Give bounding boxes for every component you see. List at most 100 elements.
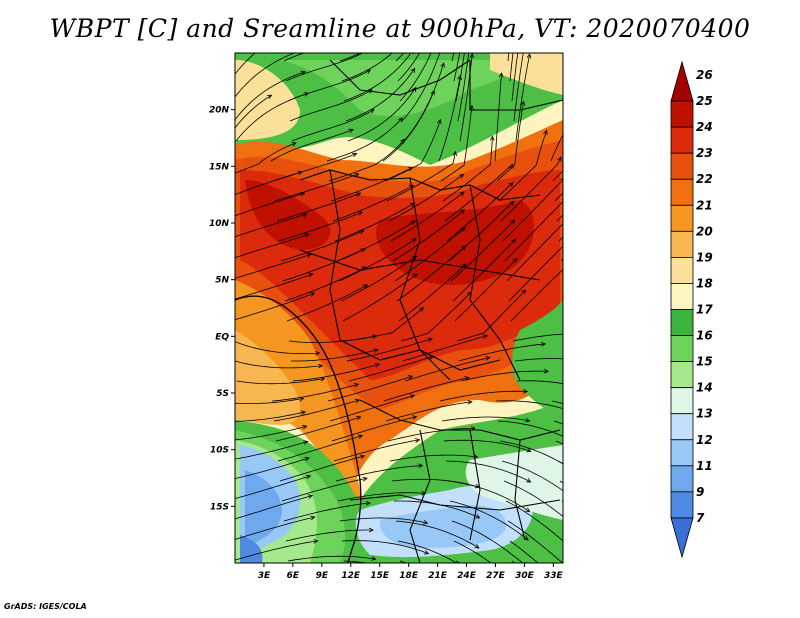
streamline (502, 179, 563, 242)
colorbar-label: 23 (696, 146, 713, 160)
streamline (446, 182, 514, 242)
streamline-arrow (472, 600, 476, 604)
streamline (235, 516, 315, 540)
field-belt-25a (245, 180, 331, 250)
streamline (516, 380, 563, 385)
streamline (382, 90, 435, 162)
colorbar-label: 13 (696, 407, 713, 421)
streamline (235, 292, 315, 321)
colorbar-label: 14 (696, 381, 713, 395)
x-tick-label: 27E (486, 571, 506, 581)
streamline-arrow (464, 376, 470, 381)
field-east-pale (465, 445, 563, 520)
streamlines (235, 0, 642, 607)
streamline-arrow (525, 507, 531, 513)
streamline-arrow (576, 471, 580, 475)
streamline-arrow (291, 142, 297, 147)
streamline (235, 398, 304, 404)
streamline (235, 213, 307, 238)
streamline (568, 561, 642, 607)
streamline-arrow (618, 180, 622, 184)
streamline-arrow (635, 87, 639, 91)
streamline-arrow (300, 410, 307, 416)
colorbar: 26 25 24 23 22 21 20 19 18 17 16 15 14 13 12 11 9 7 (670, 60, 713, 559)
y-tick-label: EQ (215, 332, 229, 342)
streamline (385, 401, 472, 422)
streamline (235, 171, 303, 195)
streamline-arrow (511, 238, 517, 244)
streamline-arrow (357, 211, 363, 216)
streamline-arrow (291, 6, 295, 10)
streamline-arrow (368, 527, 375, 533)
streamline-arrow (359, 230, 365, 235)
streamline-arrow (510, 219, 516, 225)
streamline (235, 233, 310, 259)
streamline (512, 333, 563, 342)
x-tick-label: 3E (258, 571, 271, 581)
y-tick-label: 5S (216, 389, 229, 399)
colorbar-label: 19 (696, 250, 713, 264)
streamline (392, 209, 465, 262)
streamline-arrow (367, 89, 373, 94)
streamline-arrow (371, 556, 377, 561)
colorbar-swatch (670, 152, 694, 180)
x-tick-label: 18E (399, 571, 419, 581)
streamline-arrow (373, 348, 379, 353)
streamline (387, 427, 475, 442)
y-tick-label: 20N (209, 106, 230, 116)
border-line (469, 429, 481, 541)
y-axis: 20N 15N 10N 5N EQ 5S 10S 15S (209, 106, 235, 512)
streamline-arrow (526, 53, 532, 59)
streamline (459, 53, 473, 142)
footer-credit: GrADS: IGES/COLA (4, 602, 87, 611)
border-line (329, 59, 471, 96)
streamline-arrow (354, 398, 361, 404)
streamline (444, 164, 513, 222)
streamline-arrow (624, 510, 628, 514)
streamline (281, 477, 368, 502)
colorbar-label: 21 (696, 198, 713, 212)
streamline-arrow (313, 539, 319, 544)
streamline-arrow (632, 65, 637, 69)
colorbar-swatch (670, 178, 694, 206)
colorbar-swatch (670, 283, 694, 310)
streamline-arrow (412, 273, 418, 279)
border-line (339, 339, 501, 371)
streamline (328, 138, 405, 182)
streamline (442, 136, 493, 202)
streamline (556, 214, 563, 222)
streamline-arrow (621, 0, 625, 4)
streamline-arrow (360, 248, 366, 253)
streamline (397, 53, 420, 82)
streamline (235, 53, 256, 75)
streamline-arrow (353, 383, 360, 388)
streamline (495, 400, 563, 410)
colorbar-swatch (670, 491, 694, 519)
streamline-arrow (627, 552, 631, 556)
colorbar-swatch (670, 309, 694, 336)
streamline (562, 280, 563, 281)
streamline (292, 363, 380, 382)
colorbar-swatch (670, 100, 694, 128)
streamline (554, 192, 563, 202)
streamline (235, 53, 296, 98)
streamline-arrow (457, 74, 462, 81)
streamline (235, 341, 320, 355)
streamline-arrow (352, 152, 358, 158)
streamline-arrow (430, 89, 435, 96)
streamline (235, 495, 313, 520)
streamline-arrow (543, 129, 548, 135)
streamline-arrow (489, 135, 495, 141)
streamline (236, 378, 325, 385)
streamline (291, 109, 375, 142)
x-tick-label: 30E (515, 571, 535, 581)
x-tick-label: 24E (457, 571, 477, 581)
colorbar-label: 9 (696, 485, 704, 499)
border-line (469, 60, 563, 111)
streamline-arrow (374, 363, 381, 368)
streamline (511, 560, 516, 563)
streamline (500, 157, 562, 222)
streamline (341, 540, 429, 555)
streamline (456, 289, 526, 342)
border-line (469, 184, 521, 381)
